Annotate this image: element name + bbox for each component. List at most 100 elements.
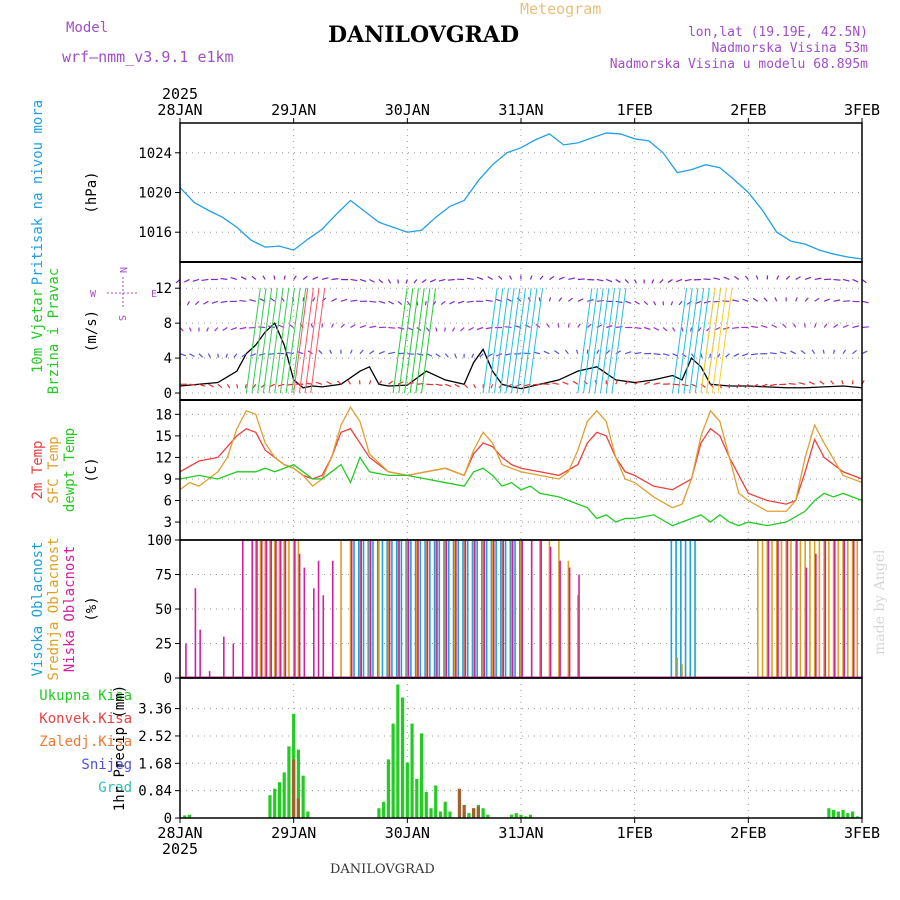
wind-arrow xyxy=(499,288,515,394)
wind-vector xyxy=(369,278,375,283)
wind-vector xyxy=(606,278,613,283)
x-tick-label-top: 3FEB xyxy=(844,101,880,119)
precip-bar-1 xyxy=(476,806,480,818)
chart-subtitle: Meteogram xyxy=(520,0,602,18)
wind-arrow xyxy=(577,288,593,394)
wind-vector xyxy=(468,326,474,331)
wind-vector xyxy=(782,323,787,328)
precip-bar-0 xyxy=(524,816,528,818)
wind-vector xyxy=(624,300,632,304)
x-tick-label-top: 1FEB xyxy=(617,101,653,119)
wind-vector xyxy=(763,297,768,302)
wind-vector xyxy=(387,279,392,284)
wind-arrow xyxy=(588,288,604,394)
wind-vector xyxy=(752,383,759,388)
wind-vector xyxy=(440,300,446,306)
wind-vector xyxy=(220,277,228,281)
wind-vector xyxy=(717,353,721,358)
panel-clouds: 0 25 50 75 100 Visoka Oblacnost Srednja Oblacn… xyxy=(30,533,863,687)
precip-bar-0 xyxy=(183,815,187,818)
wind-vector xyxy=(552,382,560,385)
wind-vector xyxy=(814,277,822,281)
wind-vector xyxy=(251,275,257,280)
wind-vector xyxy=(473,384,477,389)
wind-vector xyxy=(755,275,759,280)
precip-bar-0 xyxy=(443,801,447,818)
wind-vector xyxy=(562,381,569,385)
wind-vector xyxy=(596,299,604,302)
wind-vector xyxy=(742,298,749,302)
wind-vector xyxy=(249,299,256,302)
precip-bar-0 xyxy=(486,814,490,818)
wind-arrow xyxy=(409,288,425,394)
wind-vector xyxy=(438,278,446,282)
wind-vector xyxy=(634,380,640,385)
wind-vector xyxy=(208,383,214,388)
wind-vector xyxy=(331,298,337,302)
wind-vector xyxy=(833,299,841,302)
wind-vector xyxy=(198,353,203,358)
wind-vector xyxy=(793,323,797,328)
wind-vector xyxy=(736,384,740,389)
precip-bar-0 xyxy=(448,811,452,818)
wind-vector xyxy=(241,353,247,358)
wind-vector xyxy=(186,301,191,306)
wind-arrow xyxy=(398,288,414,394)
wind-vector xyxy=(471,353,475,358)
wind-vector xyxy=(350,324,356,329)
wind-vector xyxy=(262,275,266,280)
precip-bar-0 xyxy=(855,816,859,818)
wind-arrow xyxy=(403,288,419,394)
wind-vector xyxy=(572,380,579,385)
precip-bar-0 xyxy=(429,808,433,818)
wind-vector xyxy=(539,275,544,280)
wind-vector xyxy=(842,324,849,329)
wind-vector xyxy=(842,349,847,355)
precip-bar-0 xyxy=(419,733,424,818)
wind-vector xyxy=(445,383,452,387)
precip-bar-0 xyxy=(377,808,381,818)
wind-vector xyxy=(447,278,455,281)
wind-vector xyxy=(719,384,722,389)
wind-vector xyxy=(678,300,683,306)
wind-arrow xyxy=(291,288,307,394)
wind-vector xyxy=(769,352,777,355)
wind-vector xyxy=(779,351,787,355)
y-tick-label: 12 xyxy=(155,450,172,466)
wind-vector xyxy=(225,353,228,358)
wind-arrow xyxy=(493,288,509,394)
precip-bar-0 xyxy=(382,801,386,818)
wind-vector xyxy=(615,278,621,283)
precip-bar-0 xyxy=(301,775,305,818)
wind-arrow xyxy=(421,288,437,394)
wind-arrow xyxy=(706,288,722,394)
wind-vector xyxy=(538,297,541,302)
precip-bar-0 xyxy=(831,809,836,818)
wind-vector xyxy=(653,353,661,356)
wind-vector xyxy=(179,353,187,357)
wind-arrow xyxy=(262,288,278,394)
wind-arrow xyxy=(293,288,309,394)
wind-vector xyxy=(244,384,247,389)
wind-vector xyxy=(852,349,857,355)
wind-vector xyxy=(230,326,238,331)
wind-vector xyxy=(457,300,465,304)
wind-vector xyxy=(449,300,455,305)
wind-vector xyxy=(258,326,266,329)
precip-bar-0 xyxy=(391,723,395,818)
wind-vector xyxy=(435,327,438,332)
wind-arrow xyxy=(285,288,301,394)
panel-temperature: 3 6 9 12 15 18 2m Temp SFC Temp dewpt Temp (C) xyxy=(30,399,863,541)
wind-vector xyxy=(283,275,286,280)
y-tick-label: 100 xyxy=(147,533,172,549)
wind-vector xyxy=(516,297,522,302)
x-tick-label-top: 31JAN xyxy=(498,101,543,119)
wind-vector xyxy=(230,277,238,281)
precip-bar-0 xyxy=(400,697,405,818)
wind-vector xyxy=(487,353,493,358)
wind-vector xyxy=(359,349,364,355)
precip-bar-0 xyxy=(296,749,301,818)
wind-arrow xyxy=(689,288,705,394)
precip-bar-0 xyxy=(509,814,514,818)
precip-bar-0 xyxy=(481,808,485,818)
